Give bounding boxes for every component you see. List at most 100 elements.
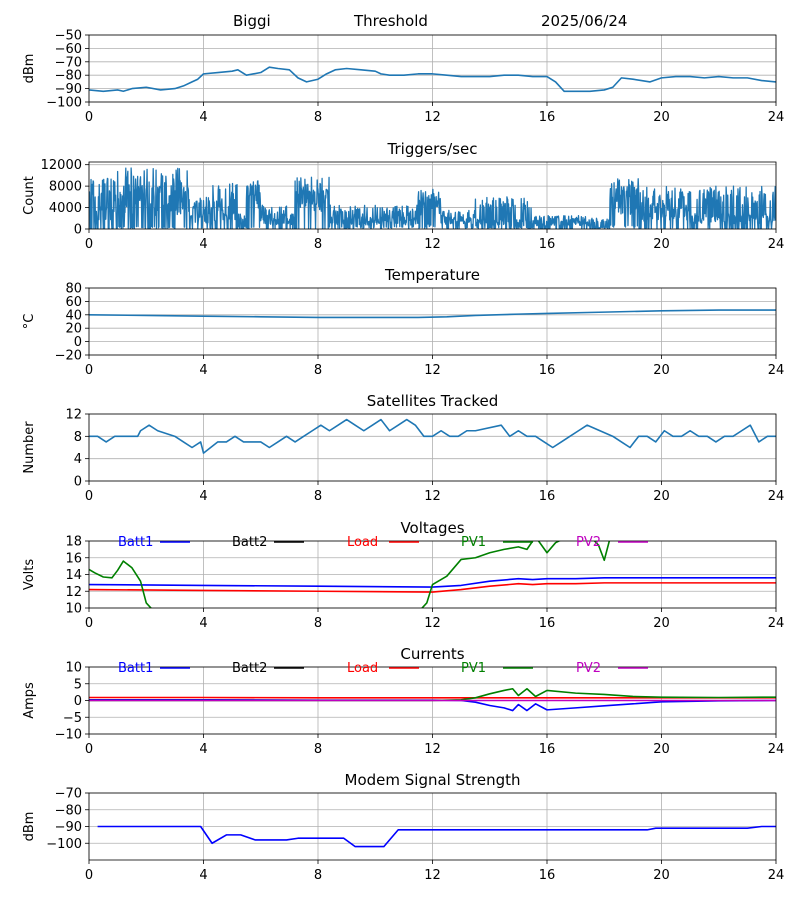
plot-area-triggers <box>89 167 776 229</box>
series-line-voltages-Batt1 <box>89 577 776 588</box>
x-tick-label: 12 <box>424 110 441 125</box>
series-line-triggers-data <box>89 167 776 229</box>
y-tick-label: −50 <box>55 29 82 44</box>
series-line-modem-data <box>97 825 776 848</box>
x-tick-label: 20 <box>653 237 670 252</box>
plot-area-temperature <box>89 309 776 319</box>
y-tick-label: 20 <box>65 322 82 337</box>
x-tick-label: 16 <box>539 363 556 378</box>
legend-label-PV2: PV2 <box>576 535 601 550</box>
x-tick-label: 8 <box>314 489 322 504</box>
x-tick-label: 12 <box>424 742 441 757</box>
panel-voltages <box>85 540 777 612</box>
x-tick-label: 8 <box>314 868 322 883</box>
y-tick-label: 0 <box>74 335 82 350</box>
x-tick-label: 8 <box>314 110 322 125</box>
y-tick-label: −90 <box>55 82 82 97</box>
legend-label-Load: Load <box>347 535 378 550</box>
y-tick-label: −5 <box>63 711 82 726</box>
y-tick-label: 0 <box>74 223 82 238</box>
chart-title: Voltages <box>400 519 464 537</box>
x-tick-label: 0 <box>85 237 93 252</box>
x-tick-label: 24 <box>768 110 785 125</box>
y-tick-label: 80 <box>65 282 82 297</box>
series-line-satellites-data <box>89 418 776 454</box>
x-tick-label: 24 <box>768 237 785 252</box>
legend-label-Batt1: Batt1 <box>118 535 153 550</box>
y-tick-label: −70 <box>55 55 82 70</box>
panel-triggers <box>85 161 777 233</box>
x-tick-label: 4 <box>199 237 207 252</box>
y-tick-label: 18 <box>65 535 82 550</box>
series-line-voltages-PV1 <box>89 541 611 608</box>
panel-satellites <box>85 413 777 485</box>
x-tick-label: 16 <box>539 237 556 252</box>
x-tick-label: 4 <box>199 489 207 504</box>
y-tick-label: −100 <box>46 837 82 852</box>
legend-label-Batt1: Batt1 <box>118 661 153 676</box>
x-tick-label: 4 <box>199 868 207 883</box>
x-tick-label: 0 <box>85 616 93 631</box>
panel-label-threshold: Threshold <box>354 12 428 30</box>
legend-label-PV2: PV2 <box>576 661 601 676</box>
x-tick-label: 24 <box>768 868 785 883</box>
y-tick-label: 60 <box>65 295 82 310</box>
plot-area-threshold <box>89 66 776 93</box>
y-tick-label: 0 <box>74 475 82 490</box>
series-line-currents-PV1 <box>89 687 776 702</box>
x-tick-label: 12 <box>424 616 441 631</box>
y-tick-label: 12000 <box>41 158 82 173</box>
legend-label-Load: Load <box>347 661 378 676</box>
station-name: Biggi <box>233 12 271 30</box>
x-tick-label: 20 <box>653 489 670 504</box>
panel-currents <box>85 666 777 738</box>
y-axis-label: Count <box>22 176 37 215</box>
legend-label-Batt2: Batt2 <box>232 535 267 550</box>
x-tick-label: 16 <box>539 110 556 125</box>
x-tick-label: 4 <box>199 110 207 125</box>
series-line-threshold-data <box>89 66 776 93</box>
chart-title: Currents <box>400 645 464 663</box>
legend-label-PV1: PV1 <box>461 535 486 550</box>
x-tick-label: 4 <box>199 616 207 631</box>
y-axis-label: Number <box>22 421 37 474</box>
x-tick-label: 20 <box>653 363 670 378</box>
chart-title: Modem Signal Strength <box>345 771 521 789</box>
x-tick-label: 4 <box>199 742 207 757</box>
x-tick-label: 20 <box>653 110 670 125</box>
series-line-temperature-data <box>89 309 776 319</box>
x-tick-label: 8 <box>314 616 322 631</box>
plot-area-satellites <box>89 418 776 454</box>
x-tick-label: 20 <box>653 742 670 757</box>
y-tick-label: 10 <box>65 661 82 676</box>
x-tick-label: 12 <box>424 868 441 883</box>
y-axis-label: Amps <box>22 682 37 719</box>
y-tick-label: 0 <box>74 694 82 709</box>
plot-area-currents <box>89 687 776 712</box>
y-tick-label: −10 <box>55 728 82 743</box>
x-tick-label: 0 <box>85 868 93 883</box>
y-tick-label: 14 <box>65 568 82 583</box>
x-tick-label: 20 <box>653 868 670 883</box>
y-axis-label: °C <box>22 314 37 330</box>
y-tick-label: 40 <box>65 308 82 323</box>
panel-threshold <box>85 34 777 106</box>
x-tick-label: 12 <box>424 363 441 378</box>
panel-modem <box>85 792 777 864</box>
legend-label-Batt2: Batt2 <box>232 661 267 676</box>
y-tick-label: −90 <box>55 820 82 835</box>
x-tick-label: 24 <box>768 616 785 631</box>
y-tick-label: 8000 <box>49 180 82 195</box>
chart-title: Triggers/sec <box>387 140 478 158</box>
plot-area-modem <box>97 825 776 848</box>
date-label: 2025/06/24 <box>541 12 628 30</box>
x-tick-label: 12 <box>424 489 441 504</box>
x-tick-label: 0 <box>85 110 93 125</box>
x-tick-label: 12 <box>424 237 441 252</box>
legend-label-PV1: PV1 <box>461 661 486 676</box>
x-tick-label: 24 <box>768 489 785 504</box>
y-axis-label: dBm <box>22 812 37 842</box>
y-tick-label: −70 <box>55 787 82 802</box>
y-tick-label: −80 <box>55 803 82 818</box>
y-tick-label: 16 <box>65 551 82 566</box>
